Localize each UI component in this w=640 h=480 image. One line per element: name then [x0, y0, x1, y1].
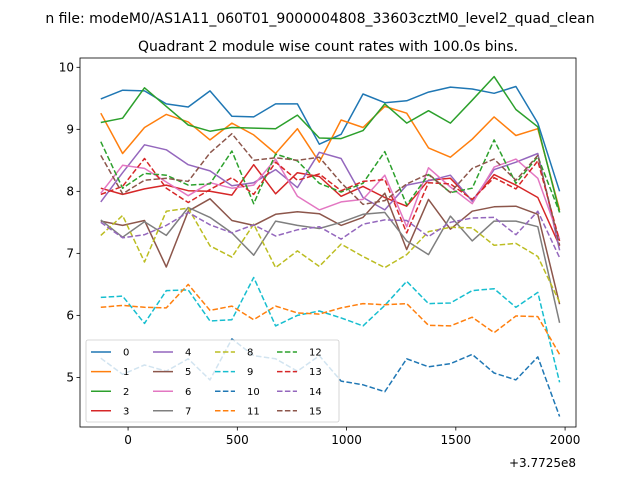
series-line-15 [100, 132, 561, 246]
y-tick-label: 6 [66, 309, 74, 323]
y-tick-label: 10 [59, 61, 74, 75]
series-line-6 [100, 158, 561, 240]
series-line-8 [100, 207, 561, 303]
chart-title: Quadrant 2 module wise count rates with … [138, 39, 518, 55]
legend-label-4: 4 [185, 348, 191, 359]
legend-label-7: 7 [185, 406, 191, 417]
legend-label-15: 15 [309, 406, 322, 417]
legend-label-1: 1 [123, 367, 129, 378]
series-line-13 [100, 157, 561, 242]
x-offset-label: +3.7725e8 [509, 456, 576, 470]
y-tick-label: 9 [66, 123, 74, 137]
x-tick-label: 500 [226, 433, 249, 447]
x-tick-label: 0 [124, 433, 132, 447]
x-tick-label: 1000 [331, 433, 362, 447]
legend-label-3: 3 [123, 406, 129, 417]
plot-frame [79, 57, 577, 428]
series-layer [100, 75, 561, 417]
legend-label-14: 14 [309, 387, 322, 398]
suptitle: n file: modeM0/AS1A11_060T01_9000004808_… [45, 11, 594, 27]
legend-label-5: 5 [185, 367, 191, 378]
legend-label-6: 6 [185, 387, 191, 398]
legend-label-0: 0 [123, 348, 129, 359]
legend-box [85, 339, 340, 423]
legend-label-2: 2 [123, 387, 129, 398]
series-line-0 [100, 85, 561, 192]
x-tick-label: 1500 [441, 433, 472, 447]
y-tick-label: 8 [66, 185, 74, 199]
legend-label-12: 12 [309, 348, 322, 359]
legend-label-8: 8 [247, 348, 253, 359]
series-line-5 [100, 192, 561, 305]
y-tick-label: 5 [66, 371, 74, 385]
series-line-7 [100, 206, 561, 323]
legend-label-9: 9 [247, 367, 253, 378]
legend-label-10: 10 [247, 387, 260, 398]
series-line-14 [100, 210, 561, 259]
y-tick-label: 7 [66, 247, 74, 261]
series-line-11 [100, 283, 561, 355]
legend-label-13: 13 [309, 367, 322, 378]
x-tick-label: 2000 [550, 433, 581, 447]
series-line-1 [100, 105, 561, 211]
series-line-9 [100, 276, 561, 383]
legend-label-11: 11 [247, 406, 260, 417]
series-line-2 [100, 75, 561, 213]
